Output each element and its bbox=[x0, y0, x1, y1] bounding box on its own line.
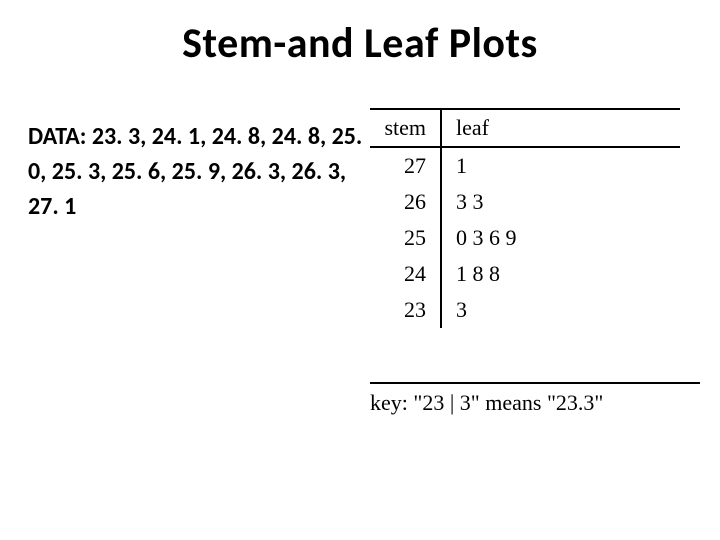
stem-header: stem bbox=[370, 110, 440, 148]
stem-cell: 26 bbox=[370, 184, 440, 220]
leaf-cell: 1 bbox=[442, 148, 680, 184]
stem-leaf-key: key: "23 | 3" means "23.3" bbox=[370, 382, 700, 416]
leaf-cell: 3 3 bbox=[442, 184, 680, 220]
leaf-header: leaf bbox=[442, 110, 680, 148]
leaf-cell: 1 8 8 bbox=[442, 256, 680, 292]
stem-cell: 23 bbox=[370, 292, 440, 328]
stem-cell: 24 bbox=[370, 256, 440, 292]
stem-column: stem 27 26 25 24 23 bbox=[370, 110, 442, 328]
data-block: DATA: 23. 3, 24. 1, 24. 8, 24. 8, 25. 0,… bbox=[28, 120, 368, 224]
stem-cell: 27 bbox=[370, 148, 440, 184]
stem-leaf-plot: stem 27 26 25 24 23 leaf 1 3 3 0 3 6 9 1… bbox=[370, 108, 680, 328]
leaf-cell: 3 bbox=[442, 292, 680, 328]
leaf-cell: 0 3 6 9 bbox=[442, 220, 680, 256]
slide: Stem-and Leaf Plots DATA: 23. 3, 24. 1, … bbox=[0, 0, 720, 540]
stem-cell: 25 bbox=[370, 220, 440, 256]
leaf-column: leaf 1 3 3 0 3 6 9 1 8 8 3 bbox=[442, 110, 680, 328]
stem-leaf-table: stem 27 26 25 24 23 leaf 1 3 3 0 3 6 9 1… bbox=[370, 108, 680, 328]
page-title: Stem-and Leaf Plots bbox=[0, 18, 720, 69]
data-label: DATA: bbox=[28, 122, 92, 151]
